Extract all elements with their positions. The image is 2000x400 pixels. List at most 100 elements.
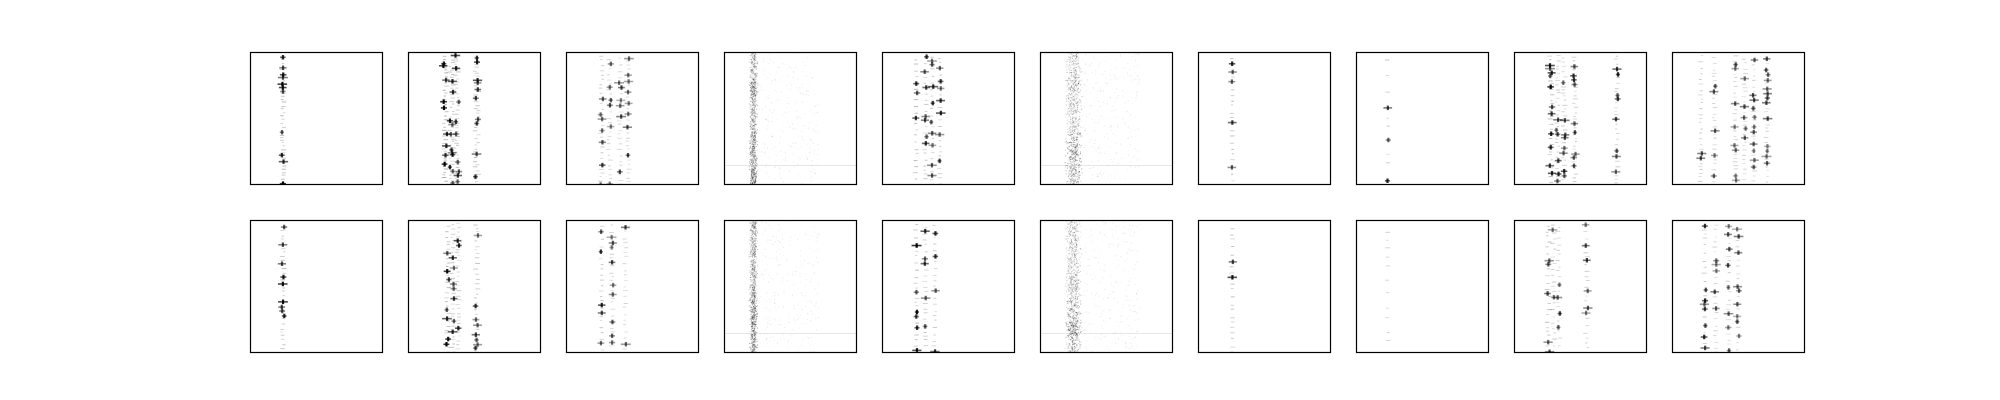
subplot-panel <box>723 51 858 186</box>
intensity-mark <box>754 172 756 174</box>
intensity-mark <box>280 255 285 257</box>
intensity-mark <box>786 341 788 343</box>
intensity-mark <box>751 155 753 157</box>
intensity-mark <box>1073 180 1074 182</box>
intensity-peak <box>1549 145 1552 150</box>
intensity-mark <box>750 280 752 282</box>
intensity-mark <box>473 156 478 158</box>
intensity-mark <box>813 250 815 252</box>
intensity-mark <box>1071 118 1073 120</box>
intensity-mark <box>805 306 807 308</box>
intensity-mark <box>751 264 753 266</box>
intensity-mark <box>811 227 813 229</box>
intensity-mark <box>754 136 756 138</box>
intensity-mark <box>797 141 799 143</box>
intensity-mark <box>754 64 756 66</box>
intensity-mark <box>1076 321 1078 323</box>
intensity-mark <box>749 115 751 117</box>
intensity-mark <box>1075 139 1077 141</box>
intensity-mark <box>752 126 754 128</box>
intensity-mark <box>751 282 753 284</box>
intensity-mark <box>1067 95 1069 97</box>
intensity-mark <box>755 88 757 90</box>
intensity-mark <box>754 82 756 84</box>
intensity-mark <box>767 316 769 318</box>
intensity-mark <box>755 319 757 321</box>
intensity-mark <box>1573 180 1577 182</box>
intensity-mark <box>1751 110 1756 112</box>
intensity-mark <box>754 268 756 270</box>
intensity-mark <box>771 350 773 352</box>
intensity-mark <box>750 69 752 71</box>
intensity-mark <box>751 78 753 80</box>
intensity-mark <box>1067 303 1069 305</box>
intensity-mark <box>930 158 934 160</box>
intensity-mark <box>1077 77 1079 79</box>
intensity-mark <box>1076 63 1078 65</box>
intensity-mark <box>762 273 764 275</box>
intensity-mark <box>1066 85 1068 87</box>
intensity-mark <box>1080 180 1082 182</box>
intensity-mark <box>606 183 613 184</box>
intensity-mark <box>816 111 818 113</box>
intensity-mark <box>1733 96 1737 98</box>
intensity-mark <box>1106 85 1108 87</box>
intensity-mark <box>751 121 753 123</box>
intensity-mark <box>752 284 754 286</box>
intensity-mark <box>1076 83 1078 85</box>
intensity-mark <box>755 274 757 276</box>
intensity-mark <box>456 124 459 126</box>
intensity-mark <box>751 248 753 250</box>
intensity-mark <box>752 234 754 236</box>
intensity-mark <box>754 137 756 139</box>
intensity-mark <box>1070 149 1072 151</box>
intensity-mark <box>1073 246 1075 248</box>
intensity-mark <box>1067 163 1069 165</box>
intensity-mark <box>1744 141 1747 143</box>
intensity-mark <box>1076 110 1078 112</box>
intensity-mark <box>449 94 455 96</box>
intensity-mark <box>1109 182 1111 184</box>
intensity-mark <box>1074 102 1076 104</box>
intensity-mark <box>754 290 756 292</box>
intensity-mark <box>1077 349 1079 351</box>
intensity-mark <box>1070 151 1072 153</box>
intensity-mark <box>923 103 929 105</box>
intensity-mark <box>1077 62 1079 64</box>
intensity-mark <box>753 300 755 302</box>
intensity-mark <box>756 272 758 274</box>
intensity-mark <box>752 252 754 254</box>
intensity-mark <box>1069 234 1071 236</box>
intensity-mark <box>1085 54 1087 56</box>
intensity-mark <box>756 309 758 311</box>
intensity-mark <box>1064 141 1066 143</box>
intensity-mark <box>751 142 753 144</box>
intensity-mark <box>446 351 450 352</box>
intensity-mark <box>754 225 756 227</box>
intensity-mark <box>1753 175 1756 177</box>
intensity-mark <box>1097 148 1099 150</box>
intensity-mark <box>1752 138 1756 140</box>
intensity-mark <box>1072 92 1074 94</box>
intensity-mark <box>752 301 754 303</box>
intensity-mark <box>766 292 768 294</box>
intensity-mark <box>751 110 753 112</box>
intensity-mark <box>815 131 817 133</box>
intensity-mark <box>751 53 753 55</box>
intensity-mark <box>1135 53 1137 55</box>
intensity-mark <box>755 180 757 182</box>
intensity-mark <box>475 105 480 107</box>
intensity-mark <box>800 224 802 226</box>
intensity-mark <box>752 181 754 183</box>
intensity-mark <box>775 160 777 162</box>
intensity-mark <box>751 337 753 339</box>
intensity-mark <box>1072 297 1074 299</box>
intensity-mark <box>1070 167 1072 169</box>
intensity-mark <box>751 238 753 240</box>
intensity-mark <box>1068 258 1070 260</box>
intensity-mark <box>799 350 801 352</box>
intensity-mark <box>754 90 756 92</box>
intensity-mark <box>1066 71 1068 73</box>
intensity-mark <box>1072 63 1074 64</box>
intensity-mark <box>753 55 755 57</box>
